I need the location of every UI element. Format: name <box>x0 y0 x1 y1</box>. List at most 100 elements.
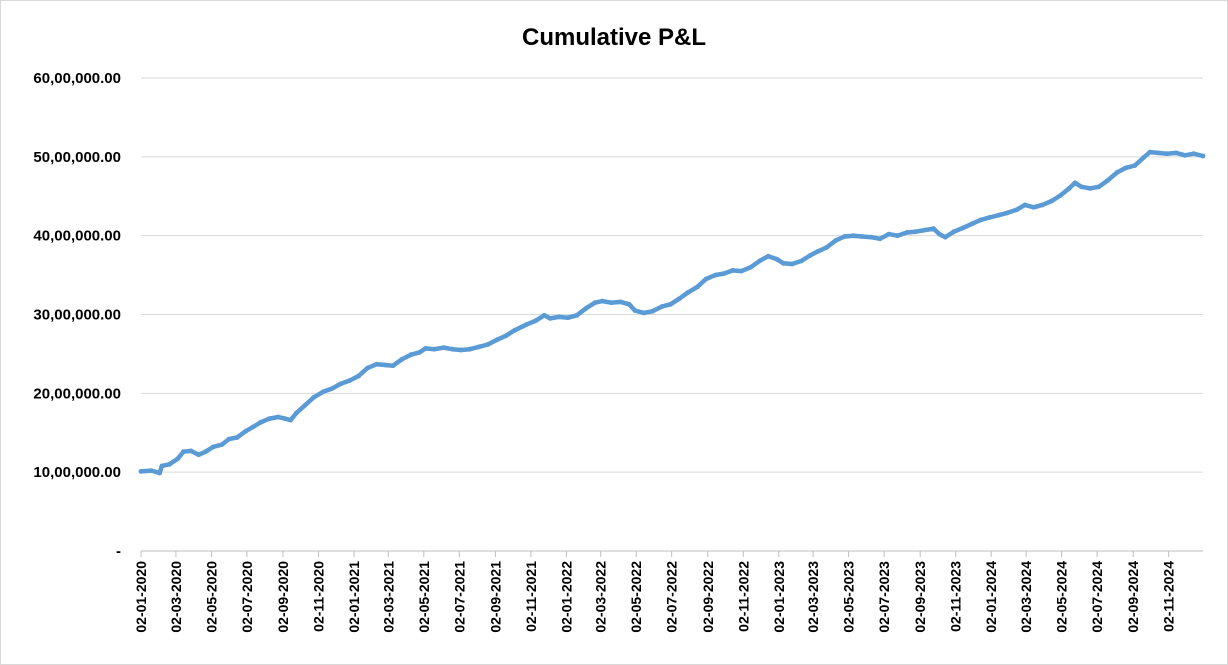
x-tick-label: 02-07-2021 <box>451 561 467 633</box>
x-tick-label: 02-05-2022 <box>628 561 644 633</box>
x-tick-label: 02-07-2020 <box>239 561 255 633</box>
data-point <box>250 424 256 430</box>
data-point <box>485 342 491 347</box>
x-tick-label: 02-03-2022 <box>593 561 609 633</box>
y-tick-label: 50,00,000.00 <box>33 149 121 166</box>
data-point <box>181 449 186 455</box>
x-tick-label: 02-11-2023 <box>948 561 964 632</box>
x-tick-label: 02-03-2024 <box>1018 561 1034 633</box>
x-tick-label: 02-05-2024 <box>1054 561 1070 633</box>
data-point <box>467 346 473 352</box>
data-point <box>574 312 580 318</box>
data-point <box>234 435 240 440</box>
data-point <box>399 357 405 362</box>
data-point <box>739 268 744 274</box>
data-point <box>676 296 682 302</box>
x-tick-label: 02-01-2023 <box>771 561 787 633</box>
data-point <box>311 394 317 400</box>
data-point <box>346 378 352 384</box>
data-point <box>868 234 874 240</box>
y-tick-label: 20,00,000.00 <box>33 385 121 402</box>
data-point <box>942 234 948 240</box>
data-point <box>1022 202 1028 208</box>
data-point <box>859 234 865 239</box>
data-point <box>650 308 655 314</box>
x-tick-label: 02-01-2022 <box>558 561 574 633</box>
data-point <box>1096 184 1102 190</box>
x-tick-label: 02-09-2021 <box>487 561 503 633</box>
series-layer <box>138 149 1206 476</box>
data-point <box>523 322 529 328</box>
data-point <box>275 414 281 420</box>
data-point <box>1079 184 1084 190</box>
data-point <box>913 229 918 235</box>
data-point <box>556 314 562 320</box>
data-point <box>685 290 691 295</box>
data-point <box>833 238 839 243</box>
data-point <box>1066 186 1072 191</box>
y-tick-label: 40,00,000.00 <box>33 228 121 245</box>
data-point <box>431 346 437 352</box>
data-point <box>423 346 428 351</box>
x-tick-label: 02-11-2024 <box>1161 561 1177 632</box>
x-tick-label: 02-09-2022 <box>700 561 716 633</box>
data-point <box>390 363 396 369</box>
data-point <box>476 344 482 350</box>
x-tick-label: 02-01-2024 <box>983 561 999 633</box>
data-point <box>1164 151 1170 157</box>
series-line-0 <box>138 149 1206 476</box>
data-point <box>886 231 892 237</box>
data-point <box>713 272 718 278</box>
data-point <box>978 217 984 223</box>
data-point <box>668 301 673 307</box>
data-point <box>175 456 181 462</box>
data-point <box>799 258 804 264</box>
x-tick-label: 02-09-2024 <box>1125 561 1141 633</box>
x-tick-label: 02-03-2020 <box>168 561 184 633</box>
data-point <box>850 233 856 239</box>
y-tick-label: 10,00,000.00 <box>33 464 121 481</box>
data-point <box>931 226 936 232</box>
data-point <box>1155 150 1161 156</box>
data-point <box>338 381 343 387</box>
x-tick-label: 02-01-2021 <box>346 561 362 633</box>
data-point <box>1132 163 1138 168</box>
data-point <box>765 253 771 259</box>
data-point <box>895 233 900 239</box>
data-point <box>503 333 509 339</box>
data-point <box>922 227 928 233</box>
data-point <box>659 304 665 309</box>
data-point <box>626 301 632 307</box>
x-tick-label: 02-09-2020 <box>275 561 291 633</box>
data-point <box>781 260 786 266</box>
data-point <box>748 264 754 270</box>
data-point <box>512 327 517 333</box>
data-point <box>149 468 154 473</box>
data-point <box>226 436 232 442</box>
data-point <box>458 347 464 353</box>
data-point <box>1040 202 1045 208</box>
x-tick-label: 02-03-2021 <box>380 561 396 633</box>
gridlines <box>141 77 1203 473</box>
data-point <box>721 271 727 276</box>
data-point <box>789 261 795 267</box>
data-point <box>441 345 446 350</box>
data-point <box>408 352 414 358</box>
data-point <box>694 284 700 290</box>
data-point <box>583 305 589 311</box>
data-point <box>1141 155 1146 161</box>
data-point <box>1114 170 1120 176</box>
data-point <box>494 337 500 343</box>
y-tick-label: - <box>116 543 121 560</box>
data-point <box>1173 150 1179 156</box>
x-tick-label: 02-05-2020 <box>203 561 219 633</box>
data-point <box>996 212 1002 218</box>
chart-title: Cumulative P&L <box>522 24 706 51</box>
data-point <box>1105 178 1110 183</box>
data-point <box>167 461 172 467</box>
data-point <box>533 318 538 324</box>
data-point <box>159 463 165 469</box>
data-point <box>541 312 547 318</box>
data-point <box>288 417 293 423</box>
data-point <box>1072 180 1078 186</box>
